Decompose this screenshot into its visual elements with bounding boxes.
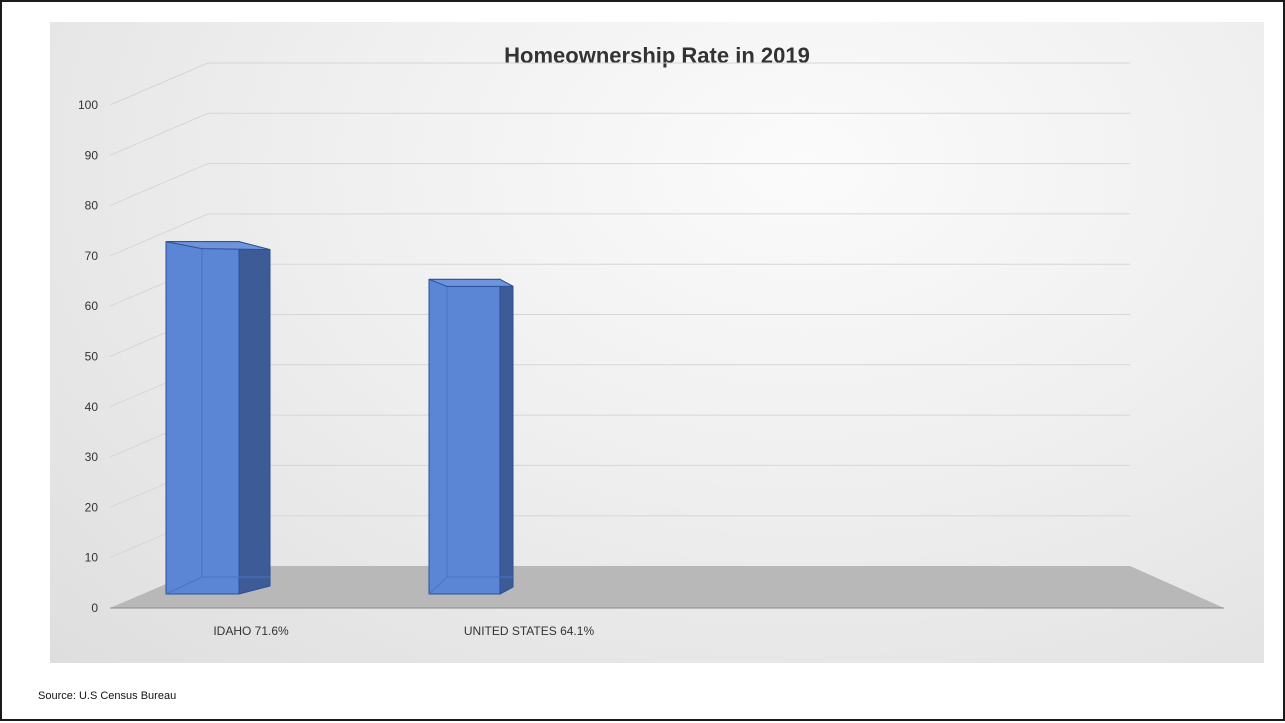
y-tick-label: 0 [91, 601, 98, 615]
bar-side [499, 278, 514, 595]
gridline [109, 112, 1130, 156]
y-tick-label: 100 [78, 98, 98, 112]
bar [165, 240, 271, 595]
y-tick-label: 40 [85, 400, 99, 414]
chart-title: Homeownership Rate in 2019 [504, 43, 810, 68]
y-tick-label: 60 [85, 299, 99, 313]
bar-front [428, 278, 501, 595]
y-tick-label: 70 [85, 249, 99, 263]
floor-plane [110, 566, 1224, 608]
gridline [109, 62, 1130, 106]
source-note: Source: U.S Census Bureau [38, 690, 177, 702]
y-tick-label: 50 [85, 350, 99, 364]
y-tick-label: 90 [85, 148, 99, 162]
bar-side [238, 240, 271, 595]
x-category-label: IDAHO 71.6% [213, 624, 289, 638]
bar-inner-edge [165, 576, 203, 595]
x-category-label: UNITED STATES 64.1% [464, 624, 595, 638]
bars [165, 240, 514, 595]
bar-inner-edge [428, 576, 448, 595]
y-axis-ticks: 0 10 20 30 40 50 60 70 80 90 100 [78, 98, 98, 615]
y-tick-label: 30 [85, 450, 99, 464]
bar [428, 278, 514, 595]
y-tick-label: 80 [85, 199, 99, 213]
x-axis-labels: IDAHO 71.6% UNITED STATES 64.1% [213, 624, 594, 638]
gridline [109, 163, 1130, 207]
y-tick-label: 20 [85, 500, 99, 514]
chart-floor [110, 566, 1224, 609]
gridline [109, 213, 1130, 257]
bar-top [428, 278, 514, 287]
bar-top [165, 241, 271, 251]
y-tick-label: 10 [85, 551, 99, 565]
